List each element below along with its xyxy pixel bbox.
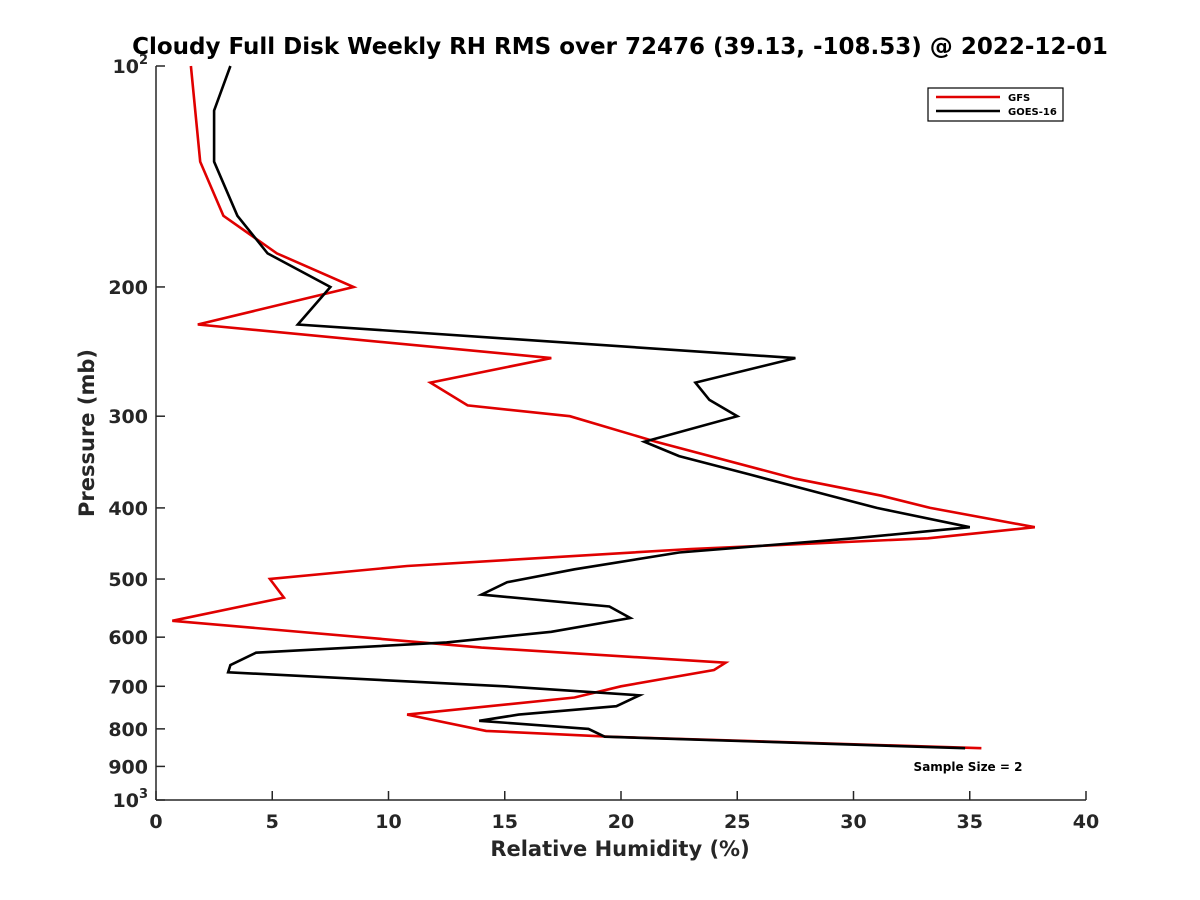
y-tick-label-base: 900	[108, 756, 148, 778]
x-tick-label: 10	[375, 811, 401, 833]
series-line-gfs	[172, 65, 1036, 750]
x-tick-label: 35	[957, 811, 983, 833]
y-tick-label-exponent: 2	[139, 53, 148, 68]
y-tick-label-base: 800	[108, 719, 148, 741]
y-tick-label: 300	[108, 406, 148, 428]
y-axis-label: Pressure (mb)	[75, 349, 99, 517]
x-tick-label: 30	[840, 811, 866, 833]
x-axis-label: Relative Humidity (%)	[490, 837, 749, 861]
y-tick-label: 200	[108, 277, 148, 299]
y-tick-label-exponent: 3	[139, 787, 148, 802]
x-tick-label: 15	[492, 811, 518, 833]
x-tick-label: 20	[608, 811, 634, 833]
sample-size-annotation: Sample Size = 2	[914, 760, 1023, 774]
y-tick-label: 800	[108, 719, 148, 741]
x-tick-label: 25	[724, 811, 750, 833]
y-tick-label-base: 700	[108, 676, 148, 698]
y-tick-label: 900	[108, 756, 148, 778]
y-tick-label: 103	[113, 787, 149, 812]
x-tick-label: 5	[266, 811, 279, 833]
y-tick-label-base: 500	[108, 569, 148, 591]
x-tick-label: 40	[1073, 811, 1099, 833]
legend: GFS GOES-16	[927, 87, 1064, 122]
y-tick-label-base: 10	[113, 56, 139, 78]
y-tick-label: 102	[113, 53, 149, 78]
y-tick-label-base: 10	[113, 790, 139, 812]
legend-box	[927, 87, 1064, 122]
series-line-goes-16	[212, 65, 971, 750]
legend-entry-label: GFS	[1008, 93, 1030, 104]
legend-entry-label: GOES-16	[1008, 107, 1057, 118]
y-tick-label-base: 300	[108, 406, 148, 428]
y-tick-label-base: 200	[108, 277, 148, 299]
y-tick-label-base: 400	[108, 498, 148, 520]
plot-area: 0 5 10 15 20 25 30 35 40102200300400500600700800…	[108, 53, 1099, 833]
y-tick-label-base: 600	[108, 627, 148, 649]
chart-title: Cloudy Full Disk Weekly RH RMS over 7247…	[132, 34, 1108, 60]
y-tick-label: 500	[108, 569, 148, 591]
x-tick-label: 0	[149, 811, 162, 833]
y-tick-label: 600	[108, 627, 148, 649]
y-tick-label: 700	[108, 676, 148, 698]
y-tick-label: 400	[108, 498, 148, 520]
